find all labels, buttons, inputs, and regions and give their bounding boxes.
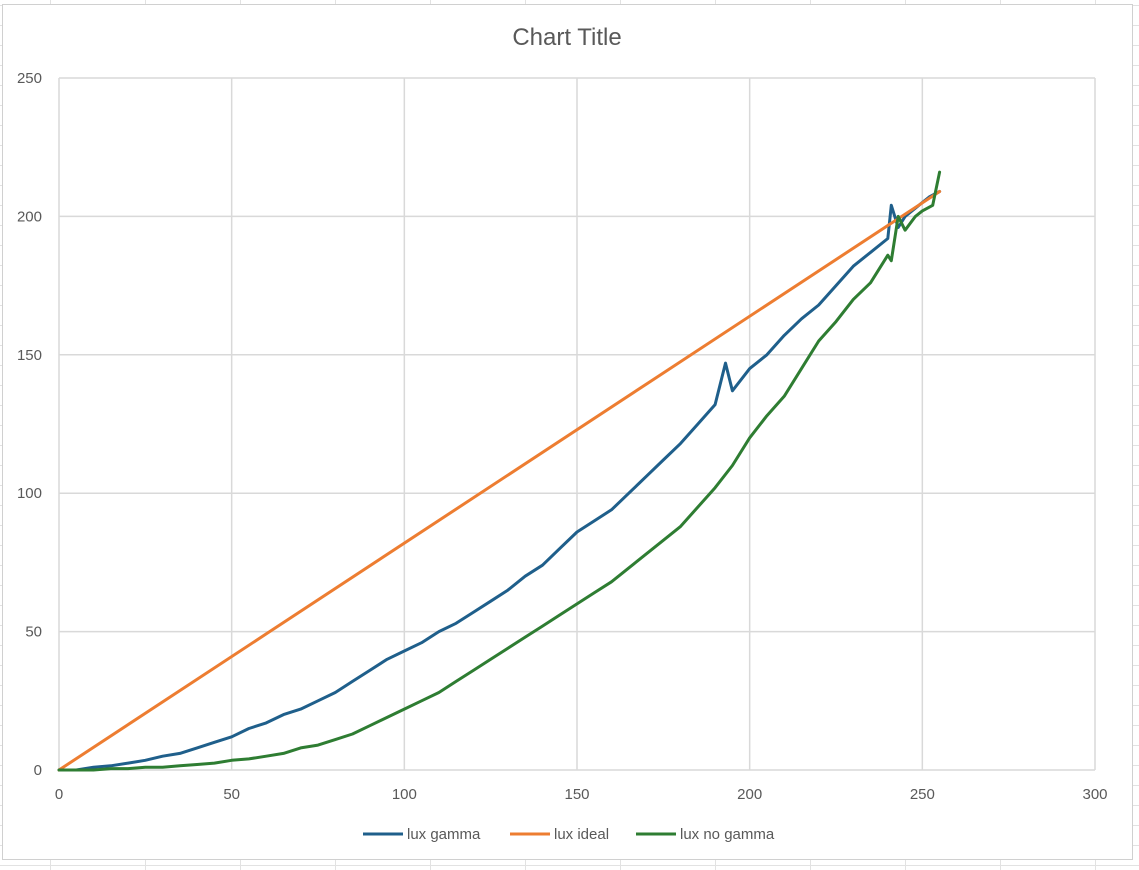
series-line-lux-no-gamma[interactable] (57, 170, 942, 772)
x-tick-label: 200 (737, 786, 762, 803)
y-tick-label: 200 (17, 208, 42, 225)
y-tick-label: 50 (25, 624, 42, 641)
x-tick-label: 0 (55, 786, 63, 803)
x-tick-label: 50 (223, 786, 240, 803)
legend-label[interactable]: lux no gamma (680, 826, 775, 843)
x-tick-label: 250 (910, 786, 935, 803)
y-tick-label: 100 (17, 485, 42, 502)
legend-label[interactable]: lux ideal (554, 826, 609, 843)
x-axis-tick-labels: 0 50 100 150 200 250 300 (55, 786, 1108, 803)
y-axis-tick-labels: 0 50 100 150 200 250 (17, 70, 42, 779)
legend[interactable]: lux gamma lux ideal lux no gamma (363, 826, 775, 843)
y-tick-label: 250 (17, 70, 42, 87)
legend-label[interactable]: lux gamma (407, 826, 481, 843)
gridlines (58, 77, 1096, 771)
x-tick-label: 300 (1082, 786, 1107, 803)
y-tick-label: 0 (34, 762, 42, 779)
chart-title[interactable]: Chart Title (512, 24, 621, 51)
chart-area[interactable] (2, 4, 1133, 860)
series-line-lux-ideal[interactable] (57, 190, 942, 772)
x-tick-label: 150 (564, 786, 589, 803)
plot-series (57, 170, 942, 772)
y-tick-label: 150 (17, 347, 42, 364)
x-tick-label: 100 (392, 786, 417, 803)
series-line-lux-gamma[interactable] (57, 190, 942, 772)
